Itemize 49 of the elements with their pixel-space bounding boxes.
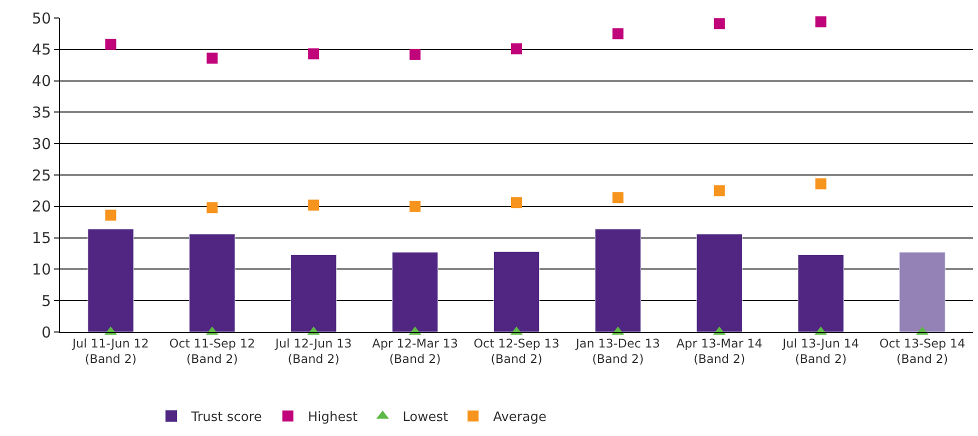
point (714, 18, 725, 30)
bar (696, 234, 742, 332)
bar (594, 228, 642, 332)
point (206, 202, 218, 214)
point (815, 16, 826, 28)
bar (899, 252, 946, 332)
bar (798, 254, 844, 332)
y-tick-label: 5 (41, 292, 51, 310)
y-tick-label: 35 (32, 103, 51, 122)
point (815, 178, 826, 190)
y-tick-label: 20 (32, 198, 51, 216)
bar (392, 252, 438, 332)
x-tick-label: Jul 11-Jun 12 (Band 2) (72, 336, 149, 366)
point (612, 192, 624, 204)
point (105, 210, 116, 221)
y-tick-label: 0 (41, 323, 51, 342)
point (612, 28, 624, 40)
x-tick-label: Oct 11-Sep 12 (Band 2) (169, 336, 256, 366)
point (410, 200, 421, 212)
x-tick-label: Oct 13-Sep 14 (Band 2) (879, 336, 966, 366)
legend-label: Lowest (402, 410, 448, 426)
point (511, 43, 522, 54)
point (308, 48, 320, 60)
point (511, 197, 522, 208)
legend-label: Average (493, 410, 546, 426)
bar (290, 254, 337, 332)
legend-label: Highest (308, 410, 358, 426)
y-tick-label: 15 (32, 229, 51, 248)
legend-label: Trust score (190, 410, 262, 426)
x-tick-label: Apr 13-Mar 14 (Band 2) (676, 336, 762, 366)
x-tick-label: Jan 13-Dec 13 (Band 2) (574, 336, 660, 366)
y-tick-label: 50 (32, 9, 51, 28)
bar (493, 251, 540, 332)
y-tick-label: 45 (32, 40, 51, 59)
x-tick-label: Jul 12-Jun 13 (Band 2) (274, 336, 352, 366)
bar (88, 228, 134, 332)
y-tick-label: 40 (32, 72, 51, 90)
y-tick-label: 25 (32, 166, 51, 184)
x-tick-label: Oct 12-Sep 13 (Band 2) (474, 336, 560, 366)
x-tick-label: Jul 13-Jun 14 (Band 2) (782, 336, 860, 366)
point (105, 38, 116, 50)
point (206, 52, 218, 64)
point (308, 200, 320, 211)
y-tick-label: 10 (32, 260, 51, 278)
point (410, 48, 421, 60)
x-tick-label: Apr 12-Mar 13 (Band 2) (372, 336, 458, 366)
y-tick-label: 30 (32, 134, 51, 153)
bar (189, 234, 236, 332)
point (714, 185, 725, 196)
